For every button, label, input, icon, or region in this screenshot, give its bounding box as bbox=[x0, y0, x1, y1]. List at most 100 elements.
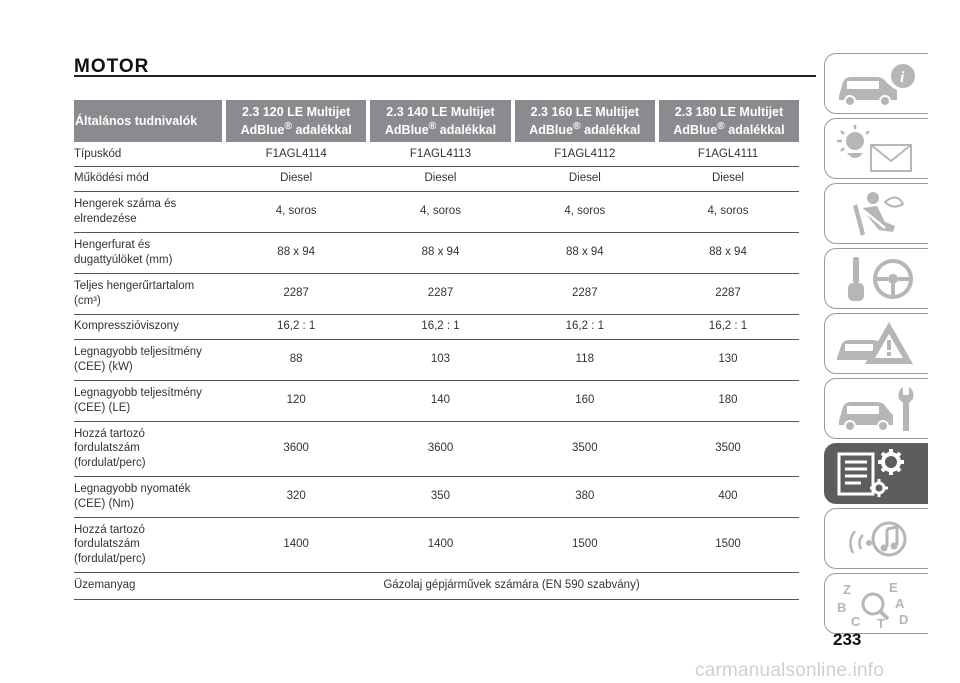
table-row: Kompresszióviszony 16,2 : 1 16,2 : 1 16,2 :… bbox=[74, 314, 799, 340]
index-letter-b: B bbox=[837, 600, 846, 615]
row-label: Kompresszióviszony bbox=[74, 314, 224, 340]
title-divider bbox=[74, 75, 816, 77]
cell-value: 3600 bbox=[368, 421, 513, 477]
table-row: Teljes hengerűrtartalom (cm³) 2287 2287 2287… bbox=[74, 273, 799, 315]
svg-text:i: i bbox=[900, 69, 905, 86]
table-row: Legnagyobb nyomaték (CEE) (Nm) 320 350 380 40… bbox=[74, 476, 799, 518]
page-number: 233 bbox=[833, 630, 862, 649]
cell-value: 350 bbox=[368, 476, 513, 518]
row-label-line: elrendezése bbox=[74, 212, 137, 225]
row-label-line: (fordulat/perc) bbox=[74, 552, 146, 565]
row-label-line: Hozzá tartozó bbox=[74, 523, 145, 536]
index-letter-d: D bbox=[899, 612, 908, 627]
cell-value: 1500 bbox=[656, 517, 799, 573]
engine-variant-suffix: adalékkal bbox=[291, 123, 352, 138]
technical-data-gears-icon bbox=[837, 449, 904, 497]
engine-variant-additive: AdBlue bbox=[384, 123, 429, 138]
table-row: Típuskód F1AGL4114 F1AGL4113 F1AGL4112 F1AGL… bbox=[74, 142, 799, 167]
engine-variant-suffix: adalékkal bbox=[436, 123, 497, 138]
tab-index[interactable]: Z E B A C D T bbox=[824, 573, 928, 634]
table-row: Legnagyobb teljesítmény (CEE) (LE) 120 140 1… bbox=[74, 380, 799, 422]
engine-variant-suffix: adalékkal bbox=[580, 123, 641, 138]
table-row: Hozzá tartozó fordulatszám (fordulat/perc)… bbox=[74, 421, 799, 477]
row-label: Működési mód bbox=[74, 166, 224, 192]
index-letter-t: T bbox=[877, 616, 885, 631]
table-row: Hozzá tartozó fordulatszám (fordulat/perc)… bbox=[74, 517, 799, 573]
table-row: Hengerfurat és dugattyúlöket (mm) 88 x 94 8… bbox=[74, 232, 799, 274]
row-label: Üzemanyag bbox=[74, 572, 224, 600]
row-label-line: Hengerek száma és bbox=[74, 198, 177, 211]
engine-variant-suffix: adalékkal bbox=[724, 123, 785, 138]
cell-value: 1400 bbox=[368, 517, 513, 573]
engine-variant-additive: AdBlue bbox=[529, 123, 573, 138]
fuel-value: Gázolaj gépjárművek számára (EN 590 szab… bbox=[224, 572, 799, 600]
row-label-line: Teljes hengerűrtartalom bbox=[74, 280, 195, 293]
cell-value: 2287 bbox=[224, 273, 369, 315]
cell-value: F1AGL4114 bbox=[224, 142, 369, 167]
cell-value: 4, soros bbox=[368, 191, 513, 233]
header-engine-variant: 2.3 160 LE Multijet AdBlue® adalékkal bbox=[510, 100, 657, 142]
engine-variant-name: 2.3 140 LE Multijet bbox=[386, 104, 495, 119]
tab-maintenance[interactable] bbox=[824, 378, 928, 439]
index-letters-icon: Z E B A C D T bbox=[837, 580, 908, 631]
key-steering-wheel-icon bbox=[848, 257, 913, 301]
table-row-fuel: Üzemanyag Gázolaj gépjárművek számára (EN… bbox=[74, 572, 799, 600]
tab-safety[interactable] bbox=[824, 183, 928, 244]
tab-car-info[interactable]: i bbox=[824, 53, 928, 114]
cell-value: Diesel bbox=[512, 166, 657, 192]
cell-value: 2287 bbox=[512, 273, 657, 315]
cell-value: 400 bbox=[656, 476, 799, 518]
cell-value: 118 bbox=[512, 339, 657, 381]
cell-value: 3500 bbox=[512, 421, 657, 477]
engine-variant-name: 2.3 120 LE Multijet bbox=[241, 104, 351, 119]
cell-value: F1AGL4112 bbox=[512, 142, 657, 167]
cell-value: 3600 bbox=[224, 421, 369, 477]
cell-value: 88 x 94 bbox=[224, 232, 369, 274]
registered-mark: ® bbox=[284, 120, 292, 132]
cell-value: 4, soros bbox=[512, 191, 657, 233]
registered-mark: ® bbox=[428, 120, 437, 132]
tab-technical-data[interactable] bbox=[824, 443, 928, 504]
cell-value: F1AGL4113 bbox=[368, 142, 513, 167]
row-label-line: Hozzá tartozó bbox=[74, 427, 145, 440]
cell-value: 3500 bbox=[656, 421, 799, 477]
cell-value: Diesel bbox=[368, 166, 513, 192]
cell-value: Diesel bbox=[656, 166, 799, 192]
tab-lights-messages[interactable] bbox=[824, 118, 928, 179]
watermark: carmanualsonline.info bbox=[695, 660, 885, 681]
car-maintenance-wrench-icon bbox=[839, 387, 914, 432]
cell-value: 160 bbox=[512, 380, 657, 422]
index-letter-z: Z bbox=[843, 582, 851, 597]
index-letter-a: A bbox=[895, 596, 905, 611]
table-row: Hengerek száma és elrendezése 4, soros 4, s… bbox=[74, 191, 799, 233]
row-label-line: (cm³) bbox=[74, 294, 101, 307]
cell-value: 180 bbox=[656, 380, 799, 422]
row-label: Legnagyobb nyomaték (CEE) (Nm) bbox=[74, 476, 224, 518]
car-breakdown-warning-icon bbox=[837, 322, 913, 364]
section-title: MOTOR bbox=[74, 56, 150, 77]
cell-value: 320 bbox=[224, 476, 369, 518]
cell-value: 2287 bbox=[656, 273, 799, 315]
tab-multimedia[interactable] bbox=[824, 508, 928, 569]
cell-value: 380 bbox=[512, 476, 657, 518]
row-label: Hengerek száma és elrendezése bbox=[74, 191, 224, 233]
cell-value: 130 bbox=[656, 339, 799, 381]
engine-spec-table: Általános tudnivalók 2.3 120 LE Multijet… bbox=[74, 100, 799, 600]
header-engine-variant: 2.3 140 LE Multijet AdBlue® adalékkal bbox=[366, 100, 513, 142]
row-label-line: dugattyúlöket (mm) bbox=[74, 253, 173, 266]
row-label-line: Működési mód bbox=[74, 172, 149, 185]
table-header-row: Általános tudnivalók 2.3 120 LE Multijet… bbox=[74, 100, 799, 142]
cell-value: 103 bbox=[368, 339, 513, 381]
row-label-line: Kompresszióviszony bbox=[74, 320, 179, 333]
tab-emergency[interactable] bbox=[824, 313, 928, 374]
row-label-line: (fordulat/perc) bbox=[74, 456, 146, 469]
engine-variant-name: 2.3 160 LE Multijet bbox=[530, 104, 639, 119]
row-label: Legnagyobb teljesítmény (CEE) (LE) bbox=[74, 380, 224, 422]
row-label-line: Legnagyobb teljesítmény bbox=[74, 387, 202, 400]
cell-value: 16,2 : 1 bbox=[224, 314, 369, 340]
cell-value: F1AGL4111 bbox=[656, 142, 799, 167]
row-label-line: (CEE) (Nm) bbox=[74, 497, 135, 510]
tab-starting-driving[interactable] bbox=[824, 248, 928, 309]
row-label-line: fordulatszám bbox=[74, 442, 140, 455]
cell-value: 88 x 94 bbox=[656, 232, 799, 274]
